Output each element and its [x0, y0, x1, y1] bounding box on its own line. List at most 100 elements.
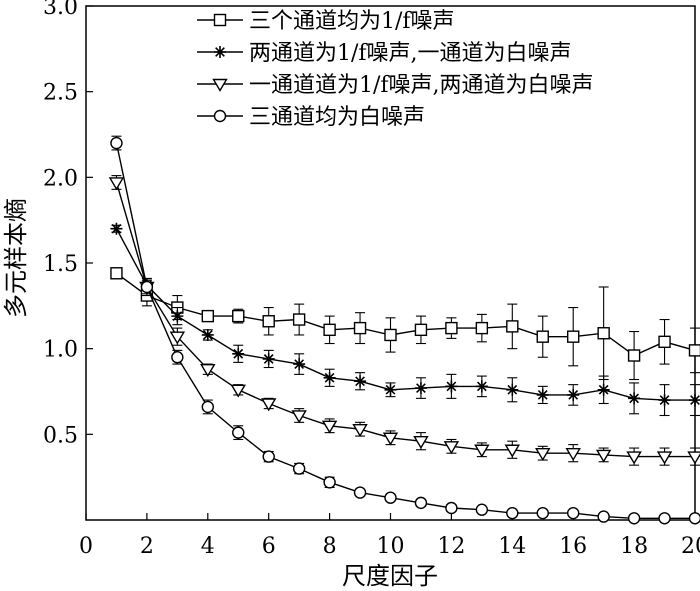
- data-point: [232, 426, 245, 439]
- data-point: [475, 380, 488, 393]
- data-point: [352, 423, 368, 438]
- data-point: [474, 444, 490, 458]
- series-layer: [108, 135, 700, 525]
- data-point: [445, 321, 458, 335]
- data-point: [110, 222, 123, 235]
- data-point: [262, 352, 275, 365]
- legend-marker: [213, 109, 227, 123]
- data-point: [658, 335, 671, 349]
- x-axis-label: 尺度因子: [342, 562, 438, 590]
- data-point: [688, 512, 700, 525]
- y-tick-label: 2.0: [43, 166, 78, 191]
- series-triangle-down: [108, 175, 700, 466]
- data-point: [565, 447, 581, 462]
- data-point: [445, 380, 458, 393]
- data-point: [658, 394, 671, 407]
- data-point: [323, 323, 336, 337]
- x-tick-label: 2: [140, 534, 154, 559]
- data-point: [536, 506, 549, 520]
- data-point: [506, 506, 519, 520]
- series-circle: [110, 135, 700, 525]
- data-point: [201, 400, 215, 414]
- data-point: [567, 388, 580, 401]
- legend-label: 两通道为1/f噪声,一通道为白噪声: [249, 41, 572, 66]
- x-tick-label: 18: [620, 534, 648, 559]
- data-point: [323, 476, 336, 489]
- data-point: [262, 450, 275, 463]
- data-point: [291, 410, 307, 424]
- x-tick-label: 10: [377, 534, 405, 559]
- x-tick-label: 12: [437, 534, 465, 559]
- data-point: [110, 267, 123, 280]
- data-point: [323, 371, 336, 384]
- y-tick-label: 3.0: [43, 0, 78, 20]
- data-point: [414, 382, 427, 395]
- data-point: [384, 383, 397, 396]
- data-point: [232, 347, 245, 360]
- y-axis-label: 多元样本熵: [2, 198, 30, 318]
- data-point: [627, 349, 641, 362]
- data-point: [535, 447, 551, 462]
- data-point: [201, 328, 214, 341]
- data-point: [443, 441, 460, 455]
- data-point: [292, 313, 306, 326]
- data-point: [597, 383, 610, 396]
- data-point: [445, 501, 458, 515]
- data-point: [353, 321, 367, 335]
- data-point: [536, 330, 549, 343]
- legend-label: 三个通道均为1/f噪声: [249, 9, 455, 34]
- series-square: [110, 267, 700, 381]
- data-point: [384, 491, 397, 504]
- data-point: [658, 512, 671, 525]
- data-point: [260, 398, 277, 412]
- data-point: [292, 462, 306, 475]
- data-point: [595, 449, 612, 463]
- data-point: [689, 394, 700, 407]
- series-line: [115, 182, 695, 458]
- y-tick-label: 0.5: [43, 423, 78, 448]
- legend-item: 三个通道均为1/f噪声: [197, 9, 455, 34]
- data-point: [567, 330, 580, 343]
- data-point: [108, 177, 125, 191]
- series-line: [115, 228, 695, 401]
- data-point: [567, 506, 580, 520]
- data-point: [293, 358, 306, 371]
- legend-item: 一通道道为1/f噪声,两通道为白噪声: [197, 73, 594, 98]
- data-point: [171, 310, 184, 323]
- x-tick-label: 0: [79, 534, 93, 559]
- legend-label: 三通道均为白噪声: [249, 105, 425, 130]
- legend: 三个通道均为1/f噪声两通道为1/f噪声,一通道为白噪声一通道道为1/f噪声,两…: [197, 9, 594, 130]
- data-point: [171, 351, 184, 364]
- x-tick-label: 4: [201, 534, 215, 559]
- legend-item: 三通道均为白噪声: [197, 105, 425, 130]
- data-point: [414, 323, 428, 337]
- data-point: [230, 384, 246, 398]
- data-point: [475, 321, 489, 335]
- x-tick-label: 16: [559, 534, 587, 559]
- data-point: [262, 315, 275, 328]
- data-point: [506, 383, 519, 396]
- data-point: [200, 364, 216, 378]
- data-point: [321, 420, 338, 434]
- legend-marker: [213, 13, 227, 27]
- legend-item: 两通道为1/f噪声,一通道为白噪声: [197, 41, 572, 66]
- series-asterisk: [110, 222, 700, 417]
- data-point: [504, 444, 521, 458]
- data-point: [384, 328, 397, 342]
- data-point: [656, 451, 673, 465]
- axis-ticks: 0 2 4 6 8 10 12 14 16 18 20 0.5 1.0 1.5 2.0 2.5 3.0: [43, 0, 700, 559]
- legend-label: 一通道道为1/f噪声,两通道为白噪声: [249, 73, 594, 98]
- legend-marker: [212, 78, 228, 92]
- data-point: [382, 432, 399, 446]
- data-point: [475, 503, 489, 516]
- data-point: [353, 486, 367, 499]
- y-tick-label: 2.5: [43, 81, 78, 106]
- data-point: [140, 280, 154, 294]
- x-tick-label: 14: [498, 534, 526, 559]
- data-point: [626, 451, 642, 465]
- data-point: [687, 451, 700, 465]
- x-tick-label: 6: [262, 534, 276, 559]
- y-tick-label: 1.5: [43, 252, 78, 277]
- data-point: [688, 344, 700, 357]
